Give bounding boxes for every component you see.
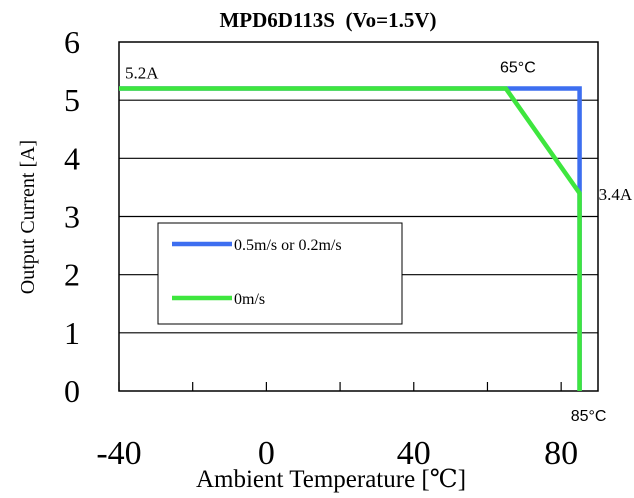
legend-box (157, 222, 403, 325)
legend-label: 0.5m/s or 0.2m/s (234, 237, 342, 254)
y-tick-label: 0 (64, 373, 80, 409)
annotation-label: 3.4A (599, 185, 633, 204)
y-tick-label: 6 (64, 24, 80, 60)
y-tick-label: 4 (64, 140, 80, 176)
y-axis-ticks: 0 1 2 3 4 5 6 (64, 24, 80, 409)
y-axis-label: Output Current [A] (17, 140, 39, 294)
y-tick-label: 5 (64, 82, 80, 118)
x-tick-label: 80 (544, 435, 578, 472)
y-tick-label: 2 (64, 257, 80, 293)
chart-title: MPD6D113S (Vo=1.5V) (219, 8, 436, 32)
x-tick-label: 0 (258, 435, 275, 472)
annotation-label: 65°C (500, 60, 536, 77)
annotations: 5.2A 65°C 3.4A 85°C (125, 60, 633, 425)
x-axis-label: Ambient Temperature [℃] (196, 466, 466, 493)
annotation-label: 85°C (571, 408, 607, 425)
x-tick-label: 40 (397, 435, 431, 472)
series-lines (119, 86, 582, 391)
x-axis-ticks: -40 0 40 80 (96, 382, 578, 472)
series-line-1 (119, 86, 582, 391)
x-tick-label: -40 (96, 435, 141, 472)
y-tick-label: 3 (64, 199, 80, 235)
legend-label: 0m/s (234, 291, 265, 308)
legend: 0.5m/s or 0.2m/s 0m/s (157, 222, 403, 325)
y-tick-label: 1 (64, 315, 80, 351)
annotation-label: 5.2A (125, 64, 159, 83)
